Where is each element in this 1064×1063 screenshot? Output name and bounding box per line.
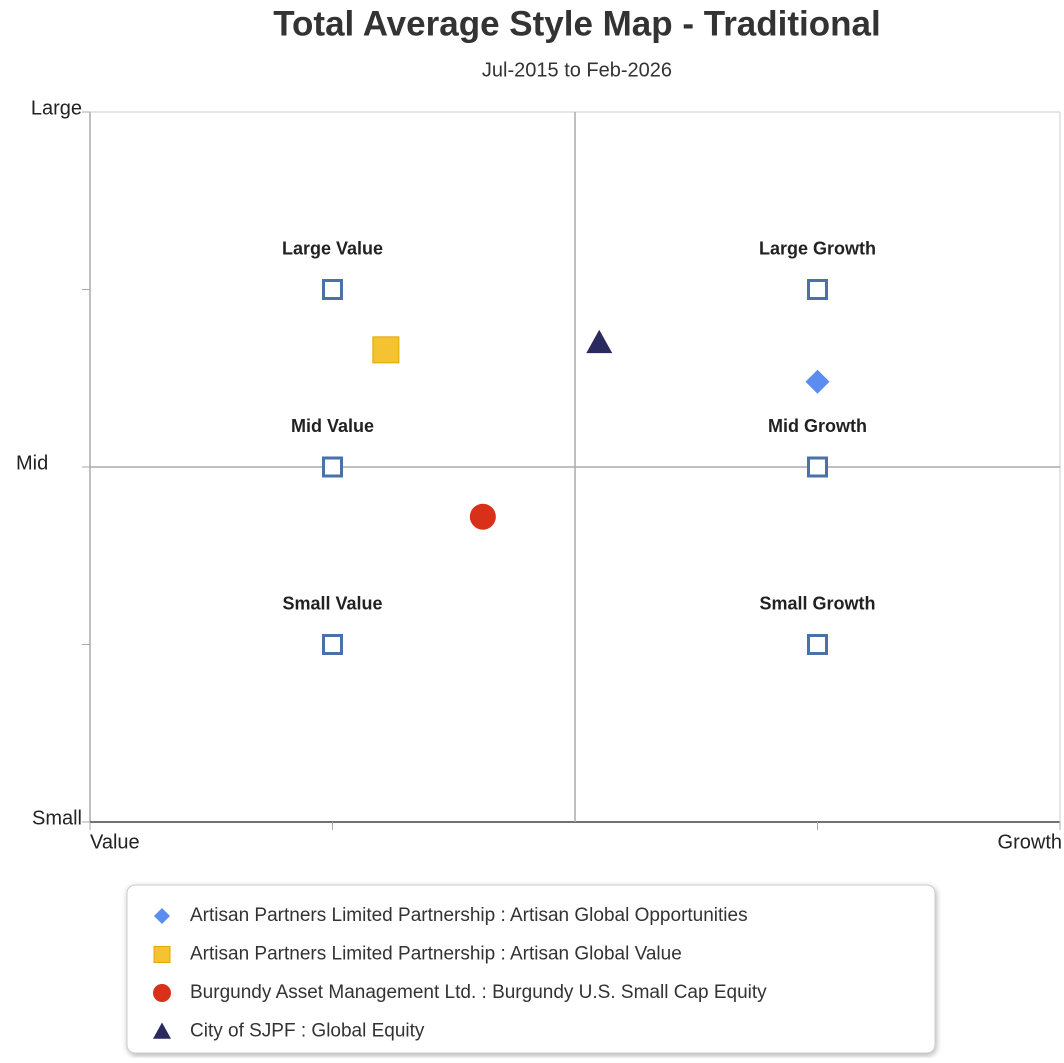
style-box-label: Small Value: [282, 593, 382, 613]
data-point: [469, 503, 496, 530]
legend-box: [126, 884, 936, 1054]
y-tick-label: Large: [31, 97, 82, 119]
data-point: [586, 329, 613, 354]
style-box: [807, 456, 828, 478]
legend-marker: [153, 984, 171, 1002]
style-box: [322, 279, 343, 300]
legend-label: Burgundy Asset Management Ltd. : Burgund…: [190, 982, 767, 1003]
y-tick-label: Small: [32, 807, 82, 829]
legend-label: City of SJPF : Global Equity: [190, 1021, 425, 1042]
y-tick-label: Mid: [16, 452, 48, 474]
legend-marker: [153, 1022, 171, 1039]
legend-marker: [154, 908, 170, 924]
style-box: [807, 279, 828, 300]
style-box-label: Mid Value: [291, 416, 374, 436]
style-box: [322, 456, 343, 478]
legend-label: Artisan Partners Limited Partnership : A…: [190, 944, 682, 965]
data-point: [805, 369, 830, 394]
chart-subtitle: Jul-2015 to Feb-2026: [482, 59, 672, 81]
style-box: [322, 634, 343, 655]
legend-label: Artisan Partners Limited Partnership : A…: [190, 905, 748, 926]
style-box-label: Large Growth: [759, 238, 876, 258]
style-box-label: Small Growth: [759, 593, 875, 613]
data-point: [372, 336, 400, 364]
style-box-label: Mid Growth: [768, 416, 867, 436]
style-box-label: Large Value: [282, 238, 383, 258]
x-tick-label: Value: [90, 831, 140, 853]
style-box: [807, 634, 828, 655]
chart-title: Total Average Style Map - Traditional: [273, 4, 880, 43]
x-tick-label: Growth: [998, 831, 1062, 853]
legend-marker: [153, 946, 171, 963]
